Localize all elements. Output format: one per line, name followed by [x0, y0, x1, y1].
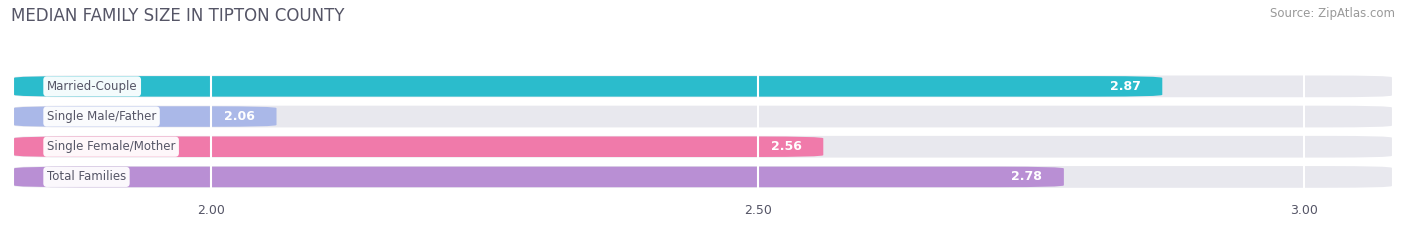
FancyBboxPatch shape	[14, 76, 1163, 97]
FancyBboxPatch shape	[14, 136, 1392, 158]
Text: Single Male/Father: Single Male/Father	[46, 110, 156, 123]
Text: Married-Couple: Married-Couple	[46, 80, 138, 93]
FancyBboxPatch shape	[14, 167, 1064, 187]
FancyBboxPatch shape	[14, 75, 1392, 97]
FancyBboxPatch shape	[14, 137, 824, 157]
FancyBboxPatch shape	[14, 166, 1392, 188]
Text: 2.56: 2.56	[770, 140, 801, 153]
FancyBboxPatch shape	[14, 106, 1392, 127]
Text: 2.87: 2.87	[1109, 80, 1140, 93]
Text: Single Female/Mother: Single Female/Mother	[46, 140, 176, 153]
Text: 2.78: 2.78	[1011, 170, 1042, 183]
Text: Total Families: Total Families	[46, 170, 127, 183]
Text: MEDIAN FAMILY SIZE IN TIPTON COUNTY: MEDIAN FAMILY SIZE IN TIPTON COUNTY	[11, 7, 344, 25]
Text: Source: ZipAtlas.com: Source: ZipAtlas.com	[1270, 7, 1395, 20]
FancyBboxPatch shape	[14, 106, 277, 127]
Text: 2.06: 2.06	[224, 110, 254, 123]
